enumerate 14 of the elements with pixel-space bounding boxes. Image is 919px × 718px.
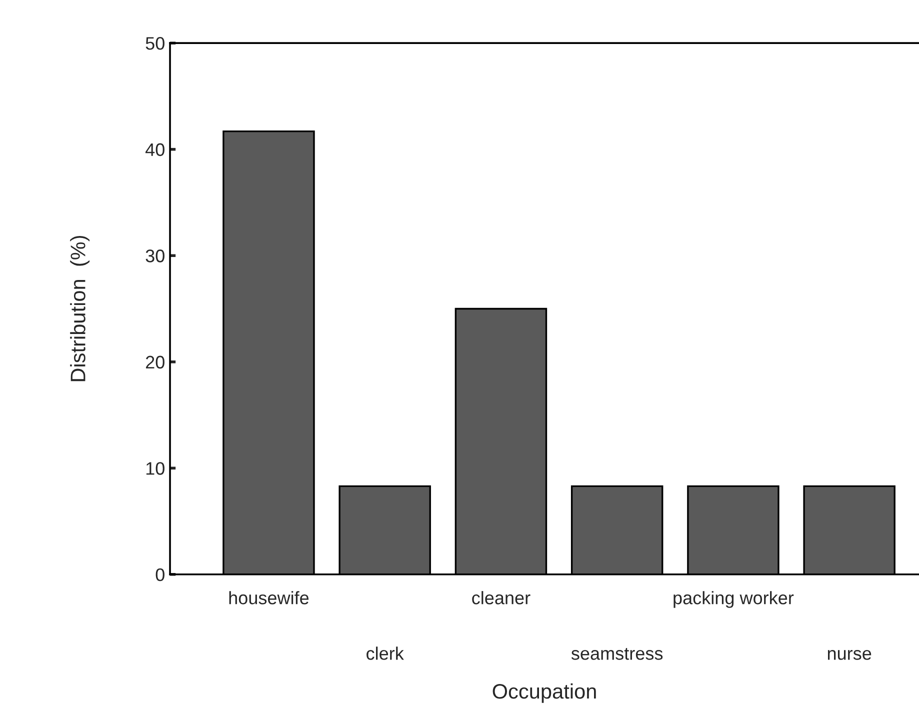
x-tick-label: packing worker (674, 591, 794, 608)
x-axis-title: Occupation (492, 683, 596, 703)
y-tick-label: 30 (146, 250, 164, 262)
x-tick-label: cleaner (472, 591, 530, 604)
y-tick-label: 10 (146, 462, 164, 475)
x-tick-label: nurse (828, 650, 872, 660)
x-tick-label: housewife (229, 591, 309, 604)
x-tick-label: seamstress (571, 648, 663, 660)
y-tick-label: 40 (145, 143, 164, 156)
y-tick-label: 20 (146, 356, 164, 369)
y-tick-label: 50 (146, 37, 164, 50)
y-tick-label: 0 (156, 568, 164, 582)
x-tick-label: clerk (366, 646, 404, 660)
y-axis-title: Distribution (%) (70, 236, 90, 382)
